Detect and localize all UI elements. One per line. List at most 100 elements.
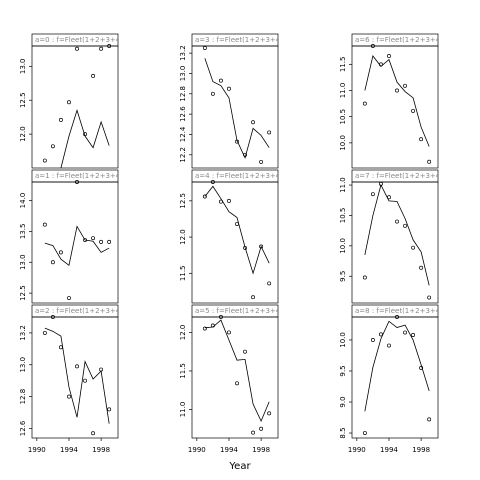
panel: a=7 : f=Fleet(1+2+3+4) 9.5 10.0 10.5 11.0 bbox=[339, 169, 443, 304]
x-tick-label: 1990 bbox=[28, 446, 46, 454]
line bbox=[364, 183, 430, 286]
point bbox=[370, 44, 375, 48]
point bbox=[395, 315, 399, 319]
line bbox=[44, 327, 110, 424]
point bbox=[419, 265, 424, 270]
y-tick-label: 11.0 bbox=[339, 177, 347, 193]
y-tick-label: 12.8 bbox=[19, 389, 27, 405]
point bbox=[50, 260, 55, 265]
panel-frame bbox=[351, 181, 439, 304]
point bbox=[99, 239, 104, 244]
point bbox=[67, 100, 71, 105]
point bbox=[91, 431, 96, 436]
point bbox=[91, 236, 96, 241]
point bbox=[411, 108, 416, 113]
y-tick-label: 12.0 bbox=[179, 325, 187, 341]
x-tick-label: 1998 bbox=[92, 446, 110, 454]
y-tick-label: 13.0 bbox=[19, 254, 27, 270]
y-tick-label: 11.5 bbox=[339, 57, 347, 73]
point bbox=[251, 430, 256, 435]
point bbox=[75, 46, 79, 51]
x-axis-label: Year bbox=[228, 461, 251, 472]
point bbox=[427, 159, 432, 164]
y-tick-label: 12.6 bbox=[179, 106, 187, 122]
point bbox=[267, 411, 272, 416]
y-tick-label: 12.5 bbox=[179, 193, 187, 209]
y-tick-label: 10.0 bbox=[339, 332, 347, 348]
panel: a=2 : f=Fleet(1+2+3+4) 12.6 12.8 13.0 13.2 19… bbox=[19, 304, 123, 454]
point bbox=[227, 198, 231, 203]
panel-frame bbox=[191, 45, 279, 169]
line bbox=[204, 58, 270, 159]
point bbox=[370, 192, 375, 197]
x-tick-label: 1998 bbox=[252, 446, 270, 454]
panel: a=6 : f=Fleet(1+2+3+4) 10.0 10.5 11.0 11.5 bbox=[339, 33, 443, 169]
panel: a=0 : f=Fleet(1+2+3+4) 12.0 12.5 13.0 bbox=[19, 33, 123, 169]
point bbox=[403, 223, 407, 228]
x-tick-label: 1994 bbox=[220, 446, 238, 454]
point bbox=[403, 83, 407, 88]
panel-frame bbox=[351, 316, 439, 439]
y-tick-label: 13.2 bbox=[179, 45, 187, 61]
panel-frame bbox=[31, 181, 119, 304]
y-tick-label: 14.0 bbox=[19, 193, 27, 209]
y-tick-label: 12.6 bbox=[19, 420, 27, 436]
point bbox=[210, 180, 215, 184]
y-tick-label: 8.5 bbox=[339, 427, 347, 438]
point bbox=[75, 364, 79, 369]
point bbox=[370, 338, 375, 342]
point bbox=[419, 137, 424, 142]
point bbox=[267, 281, 272, 286]
y-tick-label: 10.5 bbox=[339, 109, 347, 125]
point bbox=[107, 407, 112, 412]
line bbox=[204, 319, 270, 423]
panel-frame bbox=[351, 45, 439, 169]
point bbox=[395, 88, 399, 93]
line bbox=[60, 109, 110, 168]
point bbox=[362, 275, 367, 280]
x-tick-label: 1994 bbox=[380, 446, 398, 454]
panel-title: a=7 : f=Fleet(1+2+3+4) bbox=[355, 172, 443, 180]
point bbox=[243, 349, 247, 354]
y-tick-label: 12.5 bbox=[19, 92, 27, 108]
panel-frame bbox=[191, 316, 279, 439]
point bbox=[235, 381, 239, 386]
point bbox=[419, 365, 424, 370]
y-tick-label: 13.0 bbox=[19, 357, 27, 373]
point bbox=[427, 295, 432, 300]
point bbox=[403, 330, 407, 335]
point bbox=[202, 194, 207, 199]
point bbox=[210, 91, 215, 96]
point bbox=[251, 120, 256, 125]
point bbox=[42, 330, 47, 335]
y-tick-label: 11.5 bbox=[179, 265, 187, 281]
y-tick-label: 10.5 bbox=[339, 208, 347, 224]
point bbox=[67, 394, 71, 399]
point bbox=[67, 296, 71, 301]
point bbox=[202, 326, 207, 331]
y-tick-label: 13.0 bbox=[179, 66, 187, 82]
point bbox=[107, 239, 112, 244]
x-tick-label: 1998 bbox=[412, 446, 430, 454]
panel-title: a=2 : f=Fleet(1+2+3+4) bbox=[35, 307, 123, 315]
y-tick-label: 11.5 bbox=[179, 363, 187, 379]
point bbox=[218, 315, 223, 319]
panel-frame bbox=[31, 316, 119, 439]
panel-title: a=0 : f=Fleet(1+2+3+4) bbox=[35, 36, 123, 44]
y-tick-label: 10.0 bbox=[339, 135, 347, 151]
panel-title: a=1 : f=Fleet(1+2+3+4) bbox=[35, 172, 123, 180]
panel-title: a=8 : f=Fleet(1+2+3+4) bbox=[355, 307, 443, 315]
point bbox=[50, 144, 55, 149]
y-tick-label: 11.0 bbox=[179, 402, 187, 418]
point bbox=[251, 295, 256, 300]
point bbox=[362, 101, 367, 106]
y-tick-label: 9.5 bbox=[339, 271, 347, 282]
point bbox=[58, 345, 63, 350]
panel-frame bbox=[191, 181, 279, 304]
x-tick-label: 1990 bbox=[348, 446, 366, 454]
line bbox=[364, 320, 430, 412]
y-tick-label: 10.0 bbox=[339, 238, 347, 254]
panel-title: a=6 : f=Fleet(1+2+3+4) bbox=[355, 36, 443, 44]
y-tick-label: 13.2 bbox=[19, 325, 27, 341]
point bbox=[202, 46, 207, 50]
